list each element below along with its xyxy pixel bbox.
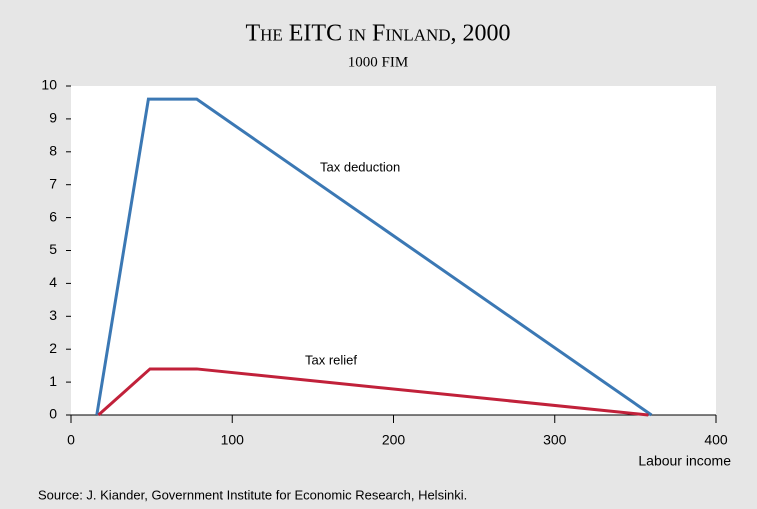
x-tick-label: 200: [382, 432, 406, 448]
y-tick-label: 2: [49, 340, 57, 356]
x-tick-label: 400: [704, 432, 728, 448]
plot-area: [71, 86, 716, 415]
y-tick-label: 0: [49, 406, 57, 422]
x-tick-label: 300: [543, 432, 567, 448]
line: [95, 97, 653, 417]
y-tick-label: 4: [49, 274, 57, 290]
x-axis-label: Labour income: [638, 453, 731, 469]
x-tick-label: 0: [67, 432, 75, 448]
series-label: Tax deduction: [320, 159, 400, 174]
x-tick-label: 100: [221, 432, 245, 448]
source-note: Source: J. Kiander, Government Institute…: [38, 487, 467, 502]
line: [97, 367, 649, 417]
y-tick-label: 5: [49, 241, 57, 257]
chart-subtitle: 1000 FIM: [348, 54, 408, 70]
y-tick-label: 10: [41, 77, 57, 93]
y-tick-label: 7: [49, 175, 57, 191]
y-tick-label: 6: [49, 208, 57, 224]
y-tick-label: 1: [49, 373, 57, 389]
series-label: Tax relief: [305, 352, 357, 367]
y-tick-label: 8: [49, 143, 57, 159]
y-tick-label: 9: [49, 110, 57, 126]
y-tick-label: 3: [49, 307, 57, 323]
chart-title: The EITC in Finland, 2000: [245, 21, 510, 47]
